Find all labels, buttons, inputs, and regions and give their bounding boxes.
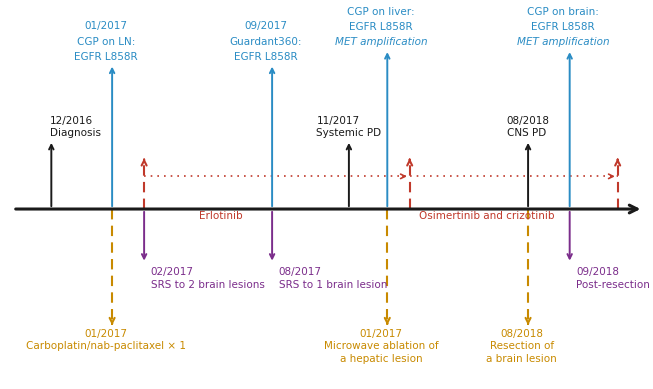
Text: 09/2017: 09/2017 (244, 21, 287, 31)
Text: MET amplification: MET amplification (517, 37, 610, 47)
Text: 01/2017: 01/2017 (84, 21, 127, 31)
Text: EGFR L858R: EGFR L858R (349, 22, 413, 32)
Text: MET amplification: MET amplification (334, 37, 427, 47)
Text: CGP on brain:: CGP on brain: (528, 7, 599, 17)
Text: 02/2017
SRS to 2 brain lesions: 02/2017 SRS to 2 brain lesions (150, 267, 264, 289)
Text: 08/2018
CNS PD: 08/2018 CNS PD (507, 116, 550, 138)
Text: EGFR L858R: EGFR L858R (532, 22, 595, 32)
Text: 01/2017
Microwave ablation of
a hepatic lesion: 01/2017 Microwave ablation of a hepatic … (324, 329, 438, 364)
Text: EGFR L858R: EGFR L858R (74, 52, 138, 62)
Text: 12/2016
Diagnosis: 12/2016 Diagnosis (50, 116, 101, 138)
Text: CGP on LN:: CGP on LN: (76, 37, 135, 47)
Text: Erlotinib: Erlotinib (199, 211, 242, 221)
Text: EGFR L858R: EGFR L858R (234, 52, 298, 62)
Text: 08/2018
Resection of
a brain lesion: 08/2018 Resection of a brain lesion (486, 329, 557, 364)
Text: 09/2018
Post-resection SRS: 09/2018 Post-resection SRS (576, 267, 653, 289)
Text: 01/2017
Carboplatin/nab-paclitaxel × 1: 01/2017 Carboplatin/nab-paclitaxel × 1 (25, 329, 185, 351)
Text: Guardant360:: Guardant360: (229, 37, 302, 47)
Text: 01/2018: 01/2018 (359, 0, 402, 1)
Text: Osimertinib and crizotinib: Osimertinib and crizotinib (419, 211, 555, 221)
Text: 09/2018: 09/2018 (542, 0, 585, 1)
Text: 11/2017
Systemic PD: 11/2017 Systemic PD (316, 116, 381, 138)
Text: CGP on liver:: CGP on liver: (347, 7, 415, 17)
Text: 08/2017
SRS to 1 brain lesion: 08/2017 SRS to 1 brain lesion (279, 267, 387, 289)
